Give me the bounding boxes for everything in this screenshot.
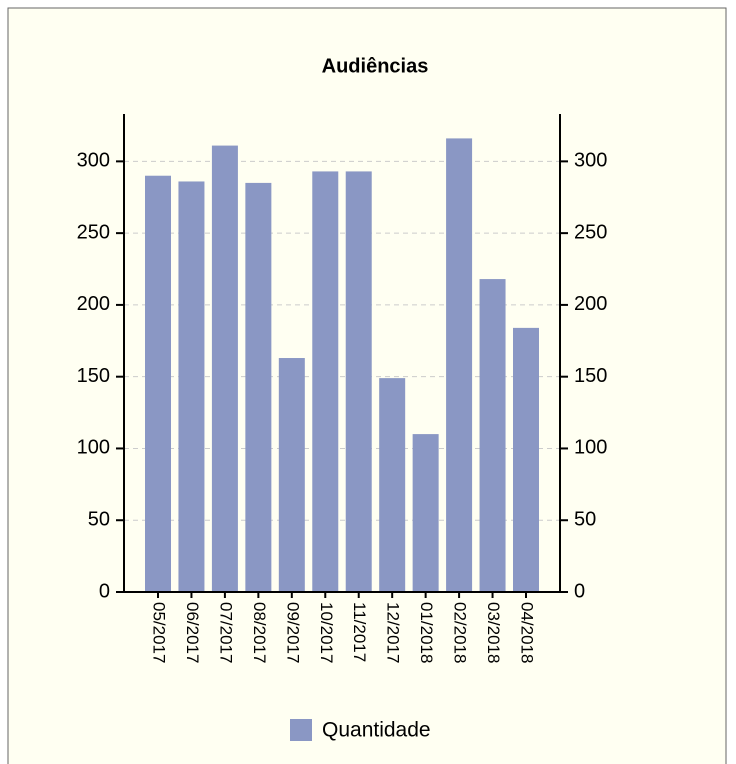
y-tick-label: 200 [77, 293, 110, 315]
y-tick-label: 100 [77, 437, 110, 459]
legend-label: Quantidade [322, 719, 431, 742]
x-tick-label: 02/2018 [451, 602, 470, 663]
bar [312, 171, 339, 592]
bar [345, 171, 372, 592]
y-tick-label: 250 [77, 221, 110, 243]
y2-tick-label: 300 [574, 150, 607, 172]
y-tick-label: 300 [77, 150, 110, 172]
y2-tick-label: 250 [574, 221, 607, 243]
y2-tick-label: 50 [574, 509, 596, 531]
bar [479, 279, 506, 592]
x-tick-label: 08/2017 [250, 602, 269, 663]
x-tick-label: 12/2017 [384, 602, 403, 663]
bar [178, 181, 205, 593]
y-tick-label: 150 [77, 365, 110, 387]
bar [513, 327, 539, 592]
bar [245, 182, 272, 593]
x-tick-label: 10/2017 [317, 602, 336, 663]
x-tick-label: 06/2017 [183, 602, 202, 663]
x-tick-label: 03/2018 [484, 602, 503, 663]
y-tick-label: 0 [99, 580, 110, 602]
y2-tick-label: 100 [574, 437, 607, 459]
y2-tick-label: 200 [574, 293, 607, 315]
x-tick-label: 07/2017 [216, 602, 235, 663]
x-tick-label: 01/2018 [417, 602, 436, 663]
bar [278, 358, 305, 592]
bar [446, 138, 473, 592]
chart-title: Audiências [322, 55, 429, 77]
bar [379, 378, 406, 592]
x-tick-label: 11/2017 [350, 602, 369, 662]
legend-swatch [290, 719, 312, 741]
y2-tick-label: 0 [574, 580, 585, 602]
x-tick-label: 09/2017 [283, 602, 302, 663]
x-tick-label: 04/2018 [518, 602, 537, 663]
x-tick-label: 05/2017 [150, 602, 169, 663]
y-tick-label: 50 [88, 509, 110, 531]
bar [145, 175, 171, 592]
bar [412, 434, 439, 592]
y2-tick-label: 150 [574, 365, 607, 387]
bar [211, 145, 238, 592]
